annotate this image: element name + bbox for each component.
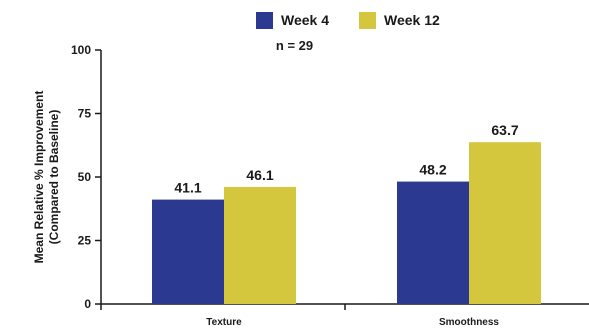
x-tick-label-texture: Texture xyxy=(206,317,242,328)
legend-item-week-4: Week 4 xyxy=(256,10,329,30)
bar-smoothness-week-12 xyxy=(469,142,541,304)
y-axis-label: Mean Relative % Improvement (Compared to… xyxy=(32,91,61,264)
bar-smoothness-week-4 xyxy=(397,181,469,304)
legend: Week 4 Week 12 xyxy=(0,10,589,32)
legend-swatch-week-4 xyxy=(256,11,273,29)
data-label-smoothness-week-12: 63.7 xyxy=(491,122,518,138)
bar-texture-week-12 xyxy=(224,186,296,304)
legend-label-week-4: Week 4 xyxy=(281,12,329,28)
legend-item-week-12: Week 12 xyxy=(359,10,440,30)
data-label-texture-week-4: 41.1 xyxy=(174,180,201,196)
y-tick-label-100: 100 xyxy=(71,43,91,57)
y-tick-label-75: 75 xyxy=(78,107,92,121)
y-tick-label-25: 25 xyxy=(78,234,92,248)
data-label-smoothness-week-4: 48.2 xyxy=(419,162,446,178)
legend-label-week-12: Week 12 xyxy=(384,12,440,28)
y-axis-label-line-2: (Compared to Baseline) xyxy=(47,110,61,245)
y-tick-label-0: 0 xyxy=(84,297,91,311)
data-label-texture-week-12: 46.1 xyxy=(246,167,273,183)
y-tick-label-50: 50 xyxy=(78,170,92,184)
y-axis-label-line-1: Mean Relative % Improvement xyxy=(32,91,46,264)
legend-swatch-week-12 xyxy=(359,11,376,29)
bar-texture-week-4 xyxy=(152,199,224,304)
sample-size-annotation: n = 29 xyxy=(275,38,314,53)
x-tick-label-smoothness: Smoothness xyxy=(439,317,499,328)
